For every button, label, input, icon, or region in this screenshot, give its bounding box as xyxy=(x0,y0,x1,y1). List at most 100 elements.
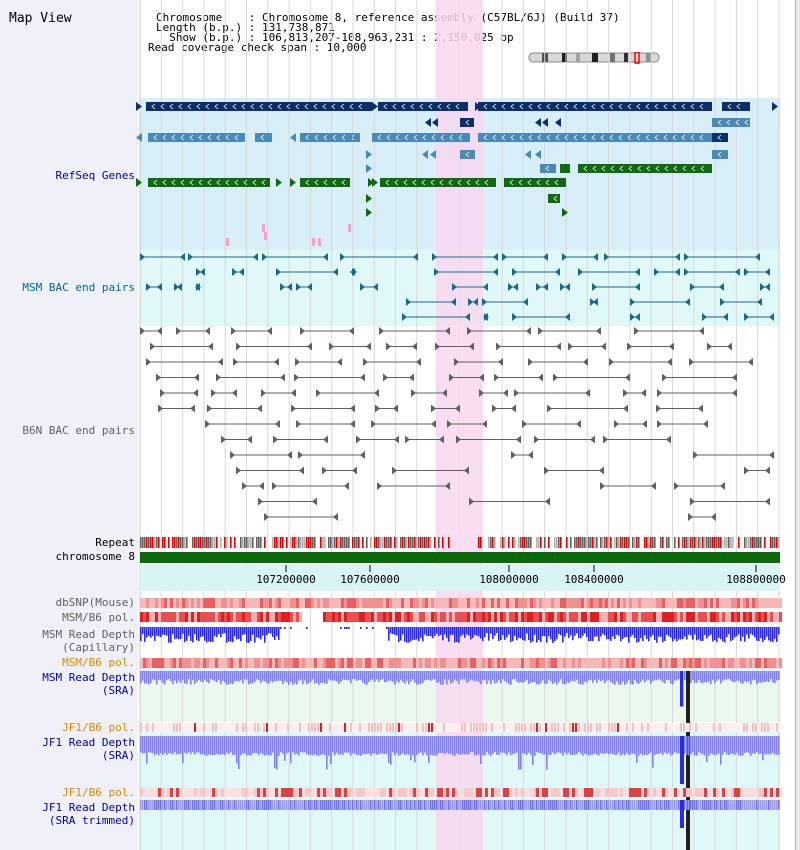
jf1-sra-depth-bar xyxy=(312,736,314,756)
msm-sra-depth-bar xyxy=(224,671,226,683)
msm-b6-pol-cell xyxy=(413,612,416,622)
track-label-b6n-bac[interactable]: B6N BAC end pairs xyxy=(22,424,135,437)
msm-b6-pol-cell xyxy=(671,612,674,622)
capillary-depth-bar xyxy=(212,627,214,642)
gene-strand-arrow xyxy=(509,179,514,186)
capillary-depth-bar xyxy=(742,627,744,637)
jf1-trimmed-depth-bar xyxy=(212,800,214,810)
jf1-sra-depth-bar xyxy=(490,736,492,756)
track-label-repeat[interactable]: Repeat xyxy=(95,536,135,549)
b6n-bac-pair-end xyxy=(158,404,163,413)
gene-strand-arrow xyxy=(259,103,264,110)
msm-b6-pol-2-cell xyxy=(365,658,368,668)
msm-sra-depth-bar xyxy=(664,671,666,684)
b6n-bac-pair-end xyxy=(405,435,410,444)
capillary-depth-bar xyxy=(648,627,650,642)
track-label-msm-read-depth-capillary[interactable]: MSM Read Depth (Capillary) xyxy=(42,628,135,654)
capillary-depth-bar xyxy=(366,627,368,629)
jf1-sra-depth-bar xyxy=(140,736,142,753)
msm-sra-depth-bar xyxy=(544,671,546,684)
gene-strand-arrow xyxy=(422,134,427,141)
gene-strand-arrow xyxy=(313,103,318,110)
msm-b6-pol-cell xyxy=(479,612,482,622)
msm-sra-depth-bar xyxy=(326,671,328,684)
msm-sra-depth-bar xyxy=(182,671,184,680)
dbsnp-density-cell xyxy=(317,598,320,608)
b6n-bac-pair-end xyxy=(207,404,212,413)
msm-b6-pol-2-cell xyxy=(446,658,449,668)
repeat-element xyxy=(300,537,302,548)
b6n-bac-pair-end xyxy=(344,482,349,490)
msm-bac-pair-end xyxy=(434,268,439,276)
jf1-sra-depth-bar xyxy=(458,736,460,755)
msm-b6-pol-2-cell xyxy=(353,658,356,668)
msm-b6-pol-cell xyxy=(515,612,518,622)
b6n-bac-pair-end xyxy=(651,482,656,490)
dbsnp-density-cell xyxy=(767,598,770,608)
msm-b6-pol-cell xyxy=(437,612,440,622)
capillary-depth-bar xyxy=(454,627,456,643)
repeat-element xyxy=(304,537,306,548)
b6n-bac-pair-end xyxy=(748,358,753,366)
track-label-dbsnp[interactable]: dbSNP(Mouse) xyxy=(55,596,135,609)
capillary-depth-bar xyxy=(750,627,752,634)
track-label-msm-b6-pol-2[interactable]: MSM/B6 pol. xyxy=(62,656,135,669)
msm-b6-pol-2-cell xyxy=(224,658,227,668)
jf1-b6-pol-2-cell xyxy=(488,788,491,797)
gene-strand-arrow xyxy=(510,103,515,110)
dbsnp-density-cell xyxy=(776,598,779,608)
track-label-chromosome[interactable]: chromosome 8 xyxy=(55,550,135,563)
jf1-b6-pol-2-cell xyxy=(704,788,707,797)
msm-b6-pol-2-cell xyxy=(728,658,731,668)
jf1-sra-depth-bar xyxy=(644,736,646,755)
track-label-msm-b6-pol-1[interactable]: MSM/B6 pol. xyxy=(62,611,135,624)
jf1-trimmed-depth-bar xyxy=(248,800,250,810)
b6n-bac-pair-end xyxy=(411,389,416,397)
track-label-msm-read-depth-sra[interactable]: MSM Read Depth (SRA) xyxy=(42,671,135,697)
repeat-element xyxy=(258,537,260,548)
capillary-depth-bar xyxy=(510,627,512,642)
msm-sra-depth-bar xyxy=(702,671,704,684)
track-label-jf1-read-depth-trimmed[interactable]: JF1 Read Depth (SRA trimmed) xyxy=(42,801,135,827)
repeat-element xyxy=(192,537,194,548)
jf1-sra-depth-bar xyxy=(396,736,398,754)
msm-b6-pol-cell xyxy=(434,612,437,622)
dbsnp-density-cell xyxy=(749,598,752,608)
capillary-depth-bar xyxy=(650,627,652,637)
msm-sra-depth-bar xyxy=(436,671,438,683)
jf1-b6-pol-cell xyxy=(479,723,481,732)
msm-bac-pair-end xyxy=(654,268,659,276)
capillary-depth-bar xyxy=(770,627,772,642)
jf1-sra-depth-bar xyxy=(362,736,364,755)
msm-b6-pol-cell xyxy=(692,612,695,622)
jf1-b6-pol-2-cell xyxy=(719,788,722,797)
jf1-b6-pol-2-cell xyxy=(770,788,773,797)
repeat-element xyxy=(390,537,392,548)
repeat-element xyxy=(144,537,146,548)
jf1-sra-depth-bar xyxy=(286,736,288,754)
ideogram-view-marker xyxy=(634,52,640,64)
dbsnp-density-cell xyxy=(254,598,257,608)
jf1-sra-depth-bar xyxy=(462,736,464,755)
track-label-msm-bac[interactable]: MSM BAC end pairs xyxy=(22,281,135,294)
jf1-trimmed-depth-bar xyxy=(338,800,340,810)
track-label-jf1-read-depth-sra[interactable]: JF1 Read Depth (SRA) xyxy=(42,736,135,762)
msm-b6-pol-cell xyxy=(722,612,725,622)
jf1-sra-depth-bar xyxy=(712,736,714,755)
msm-b6-pol-2-cell xyxy=(275,658,278,668)
repeat-element xyxy=(480,537,482,548)
capillary-depth-bar xyxy=(190,627,192,641)
jf1-sra-depth-bar xyxy=(194,736,196,755)
repeat-element xyxy=(140,537,142,548)
vertical-scrollbar[interactable] xyxy=(795,0,800,850)
jf1-sra-depth-bar xyxy=(320,736,322,756)
track-label-jf1-b6-pol-2[interactable]: JF1/B6 pol. xyxy=(62,786,135,799)
msm-sra-depth-bar xyxy=(648,671,650,680)
msm-b6-pol-cell xyxy=(296,612,299,622)
capillary-depth-bar xyxy=(152,627,154,636)
track-label-jf1-b6-pol-1[interactable]: JF1/B6 pol. xyxy=(62,721,135,734)
jf1-b6-pol-cell xyxy=(266,723,268,732)
jf1-b6-pol-2-cell xyxy=(689,788,692,797)
track-label-refseq[interactable]: RefSeq Genes xyxy=(55,169,135,182)
